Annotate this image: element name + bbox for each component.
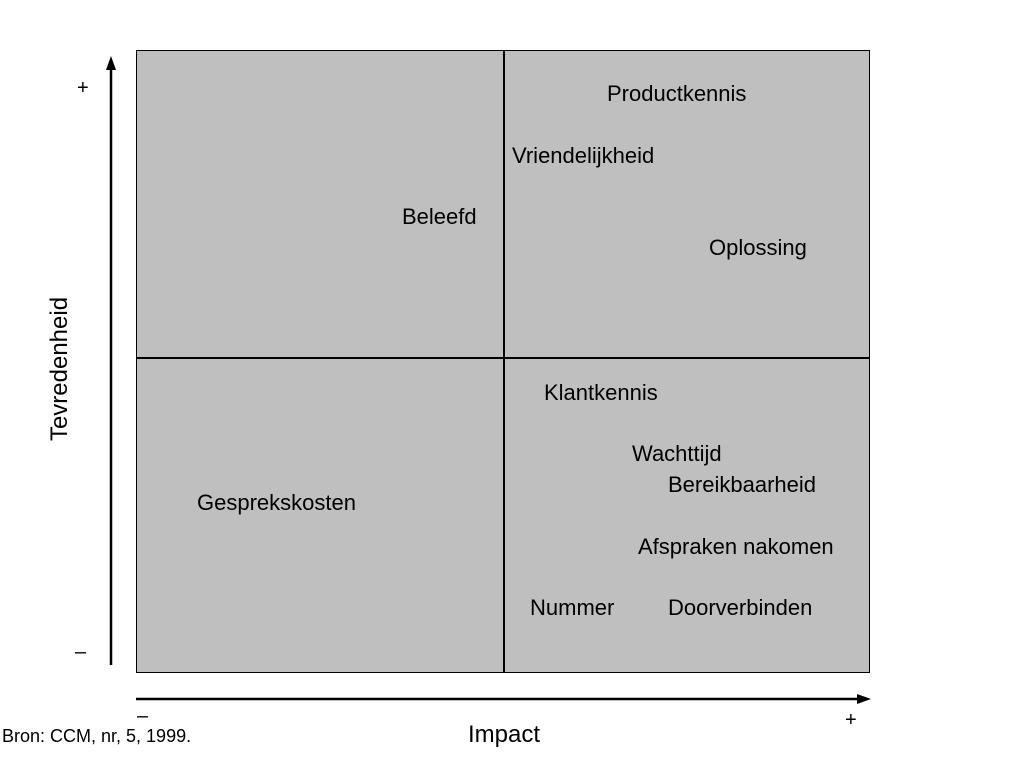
- x-plus-label: +: [845, 709, 857, 731]
- y-axis-arrowhead: [106, 56, 116, 70]
- y-axis-title: Tevredenheid: [46, 296, 73, 442]
- source-note: Bron: CCM, nr, 5, 1999.: [2, 726, 192, 746]
- label-wachttijd: Wachttijd: [632, 441, 722, 466]
- label-oplossing: Oplossing: [709, 235, 807, 260]
- label-vriendelijkheid: Vriendelijkheid: [512, 143, 655, 168]
- label-productkennis: Productkennis: [607, 81, 747, 106]
- x-axis-arrowhead: [857, 694, 871, 704]
- horizontal-divider: [136, 357, 870, 359]
- x-minus-label: –: [137, 705, 149, 727]
- label-gesprekskosten: Gesprekskosten: [197, 490, 356, 515]
- label-beleefd: Beleefd: [402, 204, 477, 229]
- label-nummer: Nummer: [530, 595, 615, 620]
- label-afspraken-nakomen: Afspraken nakomen: [638, 534, 834, 559]
- label-klantkennis: Klantkennis: [544, 380, 658, 405]
- label-doorverbinden: Doorverbinden: [668, 595, 813, 620]
- x-axis-title: Impact: [468, 721, 541, 748]
- y-minus-label: –: [75, 641, 87, 663]
- label-bereikbaarheid: Bereikbaarheid: [668, 472, 816, 497]
- vertical-divider: [503, 50, 505, 673]
- y-plus-label: +: [77, 77, 89, 99]
